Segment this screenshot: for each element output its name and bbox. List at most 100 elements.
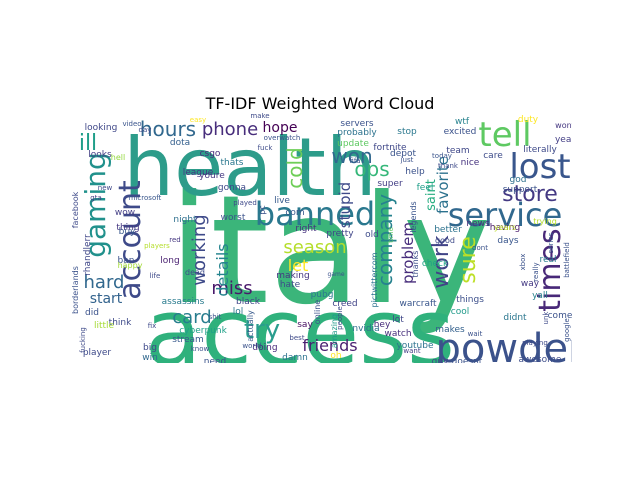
word-let: let [288, 256, 309, 275]
word-game: game [327, 271, 344, 278]
word-making: making [276, 271, 309, 281]
word-ban: ban [118, 256, 135, 266]
word-microsoft: microsoft [129, 194, 162, 202]
word-real: real [539, 255, 556, 265]
word-pretty: pretty [326, 229, 354, 239]
word-worst: worst [221, 213, 246, 223]
word-new: new [98, 184, 113, 192]
word-player: player [83, 348, 112, 358]
word-gaming: gaming [79, 152, 112, 258]
word-fuck: fuck [258, 144, 274, 152]
word-assassins: assassins [162, 297, 205, 307]
word-cool: cool [451, 307, 469, 317]
word-hope: hope [263, 120, 298, 136]
word-pubg: pubg [311, 290, 334, 300]
word-big: big [143, 343, 157, 353]
word-time: time [387, 227, 395, 243]
word-overwatch: overwatch [264, 134, 301, 142]
word-health: health [123, 121, 376, 214]
word-good: good [435, 236, 455, 245]
word-thats: thats [221, 158, 244, 168]
word-come: come [548, 311, 573, 321]
word-things: things [456, 295, 484, 305]
word-hate: hate [280, 280, 301, 290]
word-fix: fix [148, 322, 157, 330]
word-stop: stop [397, 127, 417, 137]
word-access: access [145, 279, 455, 386]
word-happy: happy [118, 261, 143, 270]
word-nvidia: nvidia [352, 324, 379, 334]
word-company: company [373, 194, 397, 286]
word-banned: banned [255, 195, 375, 233]
word-youre: youre [199, 171, 225, 181]
word-today: today [432, 152, 452, 160]
word-did: did [85, 308, 99, 318]
word-gonna: gonna [218, 183, 246, 193]
word-favorite: favorite [434, 156, 452, 214]
word-account: account [113, 180, 148, 300]
word-buy: buy [119, 227, 136, 237]
word-dont: dont [472, 244, 488, 252]
word-work: work [429, 235, 454, 288]
word-super: super [377, 179, 403, 189]
word-warcraft: warcraft [399, 299, 437, 309]
word-watch: watch [384, 329, 411, 339]
word-really: really [532, 262, 540, 281]
word-italy: italy [169, 164, 492, 338]
word-series: series [547, 232, 555, 253]
word-feel: feel [417, 183, 434, 193]
word-wow: wow [115, 208, 135, 218]
word-god: god [510, 175, 527, 185]
word-players: players [144, 242, 170, 250]
chart-title: TF-IDF Weighted Word Cloud [205, 94, 435, 113]
word-csgo: csgo [200, 149, 221, 159]
word-want: want [403, 347, 420, 355]
word-care: care [483, 151, 503, 161]
word-check: check [422, 259, 449, 269]
word-rhandlerr: rhandlerr [83, 234, 93, 276]
word-try: try [244, 315, 280, 345]
word-doesnt: doesnt [452, 357, 483, 367]
word-store: store [502, 182, 558, 207]
word-miss: miss [211, 278, 252, 299]
word-hell: hell [111, 153, 125, 162]
word-video: video [122, 120, 141, 128]
word-stream: stream [172, 335, 204, 345]
word-trying: trying [533, 217, 557, 226]
word-saint: saint [424, 179, 439, 211]
word-nice: nice [461, 158, 480, 168]
word-dota: dota [170, 138, 190, 148]
word-thanks: thanks [411, 251, 420, 278]
word-live: live [274, 196, 290, 206]
word-world: world [242, 342, 261, 350]
word-wait: wait [468, 330, 483, 338]
word-win: win [142, 353, 158, 363]
word-lol: lol [233, 307, 244, 317]
word-little: little [94, 321, 115, 331]
word-literally: literally [523, 145, 557, 155]
word-right: right [295, 224, 317, 234]
word-excited: excited [444, 127, 477, 137]
word-ops: ops [354, 157, 389, 181]
word-days: days [497, 236, 519, 246]
word-night: night [173, 215, 197, 225]
word-powder: powder [435, 326, 585, 372]
word-times: times [533, 228, 568, 311]
word-problem: problem [399, 222, 417, 284]
word-make: make [250, 112, 269, 120]
word-card: card [172, 307, 211, 328]
word-wont: wont [555, 121, 575, 130]
word-lost: lost [509, 147, 570, 187]
word-working: working [189, 214, 210, 285]
word-shit: shit [209, 313, 222, 321]
word-tell: tell [478, 115, 531, 155]
word-easy: easy [190, 116, 206, 124]
word-best: best [289, 334, 304, 342]
word-thank: thank [438, 162, 459, 170]
word-amazing: amazing [330, 314, 339, 348]
word-cold: cold [283, 147, 307, 188]
word-people: people [336, 306, 344, 330]
word-looks: looks [88, 150, 112, 160]
word-service: service [448, 196, 563, 234]
word-need: need [204, 357, 227, 367]
